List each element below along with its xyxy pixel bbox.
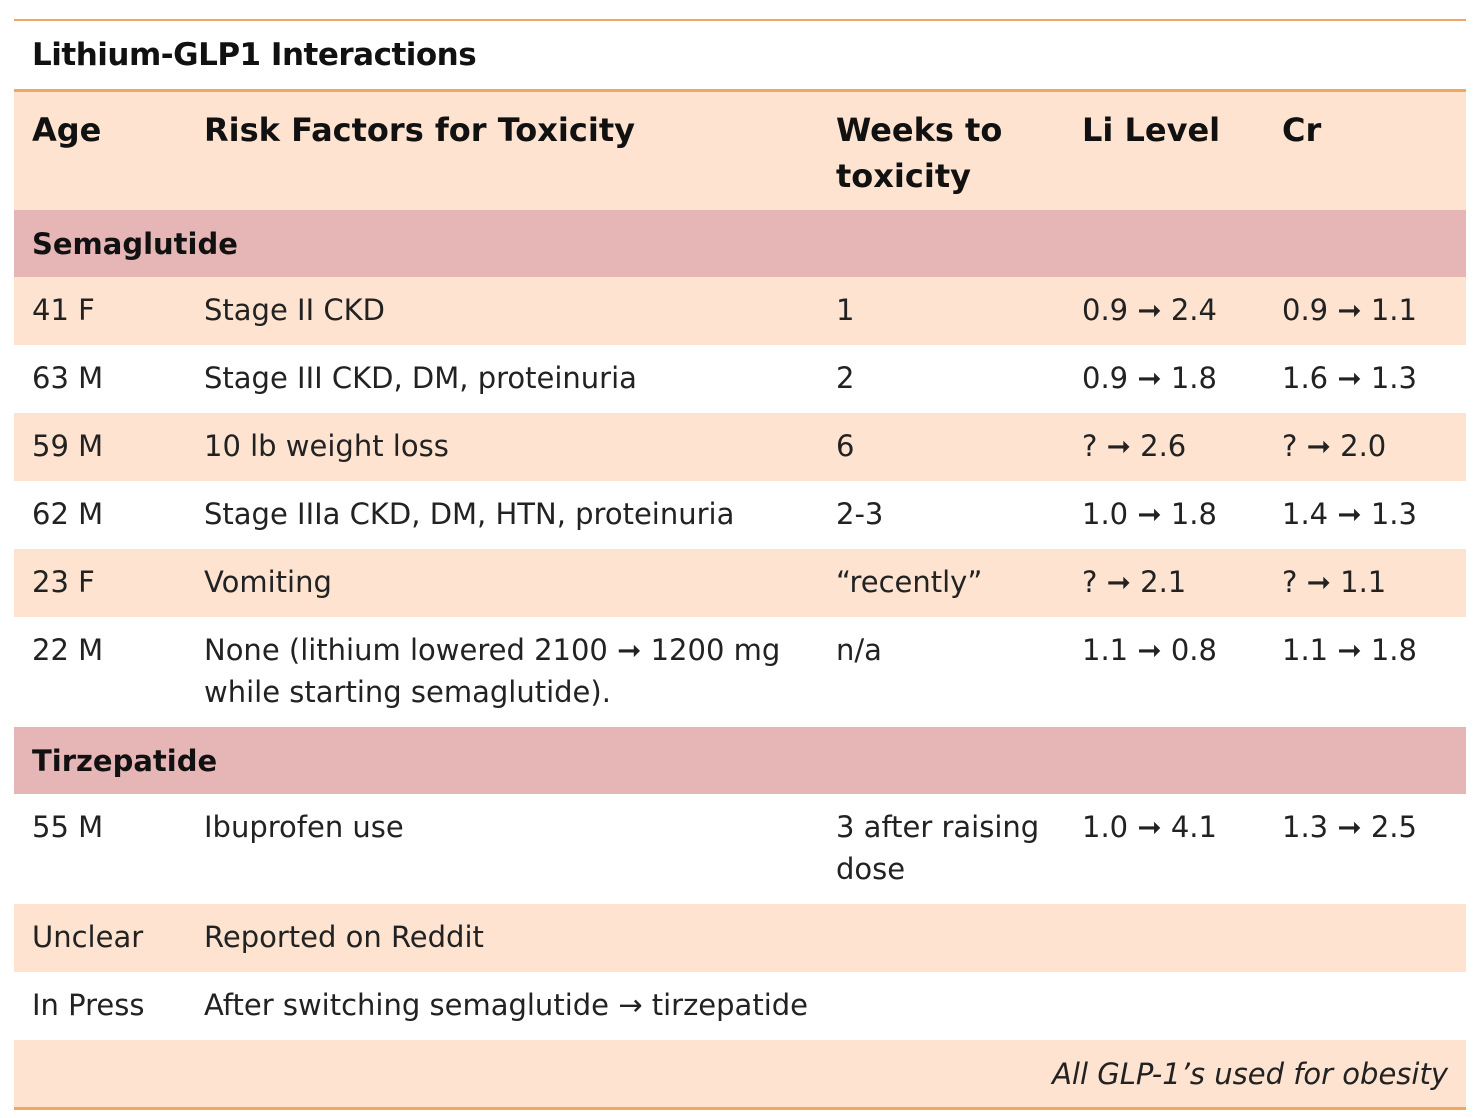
cell-li-level: 1.0 ➞ 4.1: [1082, 810, 1217, 844]
cell-age: 62 M: [32, 497, 104, 531]
cell-risk: Stage II CKD: [204, 293, 385, 327]
table-row: 59 M 10 lb weight loss 6 ? ➞ 2.6 ? ➞ 2.0: [14, 413, 1466, 481]
cell-risk: Stage IIIa CKD, DM, HTN, proteinuria: [204, 497, 735, 531]
cell-cr: 1.3 ➞ 2.5: [1282, 810, 1417, 844]
cell-cr: 1.4 ➞ 1.3: [1282, 497, 1417, 531]
header-age: Age: [32, 111, 102, 149]
group-row-tirzepatide: Tirzepatide: [14, 727, 1466, 794]
cell-cr: 0.9 ➞ 1.1: [1282, 293, 1417, 327]
cell-li-level: ? ➞ 2.6: [1082, 429, 1187, 463]
cell-age: 63 M: [32, 361, 104, 395]
cell-cr: ? ➞ 2.0: [1282, 429, 1387, 463]
cell-weeks: 2-3: [836, 497, 884, 531]
cell-risk: After switching semaglutide → tirzepatid…: [204, 988, 809, 1022]
table-row: 63 M Stage III CKD, DM, proteinuria 2 0.…: [14, 345, 1466, 413]
cell-cr: 1.6 ➞ 1.3: [1282, 361, 1417, 395]
cell-li-level: 1.0 ➞ 1.8: [1082, 497, 1217, 531]
cell-risk: Reported on Reddit: [204, 920, 484, 954]
cell-weeks: [836, 984, 1082, 1040]
cell-risk: 10 lb weight loss: [204, 429, 449, 463]
cell-risk: Stage III CKD, DM, proteinuria: [204, 361, 637, 395]
cell-risk: None (lithium lowered 2100 ➞ 1200 mg whi…: [204, 633, 781, 709]
header-cr: Cr: [1282, 111, 1322, 149]
cell-age: 22 M: [32, 633, 104, 667]
top-rule: [14, 19, 1466, 21]
cell-weeks: “recently”: [836, 565, 983, 599]
table-row: Unclear Reported on Reddit: [14, 904, 1466, 972]
cell-age: 59 M: [32, 429, 104, 463]
lithium-glp1-table: Lithium-GLP1 Interactions Age Risk Facto…: [14, 19, 1466, 1110]
cell-li-level: [1082, 984, 1282, 1040]
cell-age: 23 F: [32, 565, 95, 599]
table-title: Lithium-GLP1 Interactions: [32, 37, 477, 73]
cell-li-level: [1082, 916, 1282, 972]
cell-li-level: 0.9 ➞ 1.8: [1082, 361, 1217, 395]
table-row: 62 M Stage IIIa CKD, DM, HTN, proteinuri…: [14, 481, 1466, 549]
cell-li-level: 0.9 ➞ 2.4: [1082, 293, 1217, 327]
table-row: 55 M Ibuprofen use 3 after raising dose …: [14, 794, 1466, 904]
cell-li-level: ? ➞ 2.1: [1082, 565, 1187, 599]
cell-age: 55 M: [32, 810, 104, 844]
footnote-row: All GLP-1’s used for obesity: [14, 1040, 1466, 1107]
header-li-level: Li Level: [1082, 111, 1221, 149]
cell-risk: Vomiting: [204, 565, 332, 599]
header-risk-factors: Risk Factors for Toxicity: [204, 111, 635, 149]
header-rule: [14, 89, 1466, 92]
header-row: Age Risk Factors for Toxicity Weeks to t…: [14, 92, 1466, 210]
cell-cr: [1282, 916, 1466, 972]
cell-weeks: 3 after raising dose: [836, 810, 1040, 886]
cell-cr: ? ➞ 1.1: [1282, 565, 1387, 599]
table-row: 22 M None (lithium lowered 2100 ➞ 1200 m…: [14, 617, 1466, 727]
cell-weeks: n/a: [836, 633, 882, 667]
cell-age: Unclear: [32, 920, 144, 954]
table-row: 23 F Vomiting “recently” ? ➞ 2.1 ? ➞ 1.1: [14, 549, 1466, 617]
footnote-text: All GLP-1’s used for obesity: [1052, 1056, 1448, 1091]
cell-risk: Ibuprofen use: [204, 810, 404, 844]
table-row: In Press After switching semaglutide → t…: [14, 972, 1466, 1040]
table-row: 41 F Stage II CKD 1 0.9 ➞ 2.4 0.9 ➞ 1.1: [14, 277, 1466, 345]
bottom-rule: [14, 1107, 1466, 1110]
cell-weeks: 6: [836, 429, 855, 463]
group-row-semaglutide: Semaglutide: [14, 210, 1466, 277]
cell-cr: [1282, 984, 1466, 1040]
cell-weeks: 2: [836, 361, 855, 395]
cell-age: 41 F: [32, 293, 95, 327]
header-weeks-to-toxicity: Weeks to toxicity: [836, 111, 1003, 195]
cell-weeks: [836, 916, 1082, 972]
cell-age: In Press: [32, 988, 145, 1022]
cell-weeks: 1: [836, 293, 855, 327]
cell-li-level: 1.1 ➞ 0.8: [1082, 633, 1217, 667]
cell-cr: 1.1 ➞ 1.8: [1282, 633, 1417, 667]
